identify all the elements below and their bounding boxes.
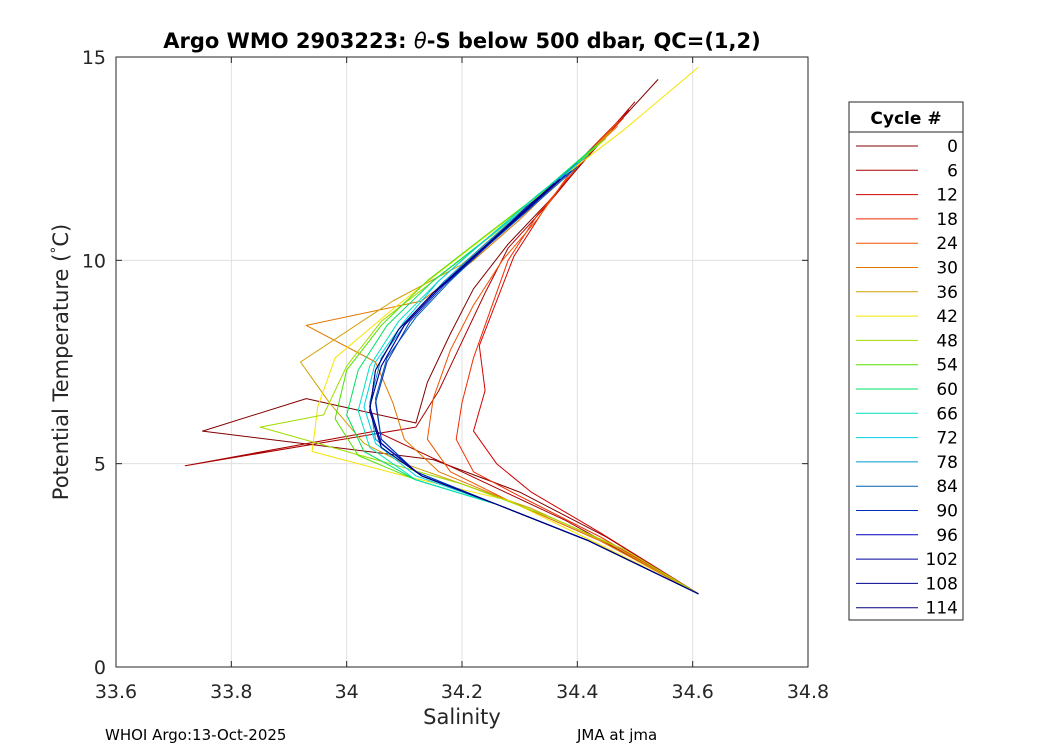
x-tick-label: 34.6	[672, 681, 714, 703]
y-axis-label-text: Potential Temperature (	[49, 254, 73, 501]
legend-label: 72	[936, 429, 958, 449]
grid-lines	[116, 57, 808, 667]
legend-entries: 0 6 12 18 24 30 36 42 48 54 60 66 72 78 84 90 96 102 108 11…	[856, 137, 958, 619]
legend-label: 42	[936, 307, 958, 327]
legend-label: 60	[936, 380, 958, 400]
axis-ticks: 33.6 33.8 34 34.2 34.4 34.6 34.8 0 5 10 15	[82, 47, 829, 703]
legend-label: 84	[936, 477, 958, 497]
y-tick-label: 0	[94, 657, 106, 679]
legend-label: 48	[936, 331, 958, 351]
legend-label: 18	[936, 210, 958, 230]
x-tick-label: 34.4	[556, 681, 598, 703]
legend: Cycle # 0 6 12 18 24 30 36 42 48 54 60 66 72 78 84 90 96…	[848, 101, 964, 621]
title-prefix: Argo WMO 2903223:	[163, 29, 414, 53]
legend-label: 108	[926, 574, 958, 594]
footer-agency: JMA at jma	[577, 726, 658, 744]
y-axis-label-degree: °	[49, 247, 65, 254]
y-tick-label: 10	[82, 250, 106, 272]
series-lines	[184, 66, 699, 595]
y-tick-label: 15	[82, 47, 106, 69]
legend-label: 24	[936, 234, 958, 254]
legend-label: 102	[926, 550, 958, 570]
x-tick-label: 33.6	[95, 681, 137, 703]
y-tick-label: 5	[94, 454, 106, 476]
x-tick-label: 34.8	[787, 681, 829, 703]
x-axis-label: Salinity	[423, 705, 501, 729]
title-theta-symbol: θ	[414, 29, 427, 53]
legend-label: 90	[936, 502, 958, 522]
series-line-cycle-114	[369, 182, 699, 595]
title-suffix: -S below 500 dbar, QC=(1,2)	[427, 29, 761, 53]
legend-label: 96	[936, 526, 958, 546]
legend-label: 114	[926, 599, 958, 619]
y-axis-label: Potential Temperature (°C)	[49, 224, 73, 500]
chart-title: Argo WMO 2903223: θ-S below 500 dbar, QC…	[163, 29, 760, 53]
series-line-cycle-48	[259, 137, 699, 595]
legend-label: 0	[947, 137, 958, 157]
legend-label: 12	[936, 186, 958, 206]
legend-label: 54	[936, 356, 958, 376]
legend-title: Cycle #	[870, 109, 941, 129]
x-tick-label: 33.8	[210, 681, 252, 703]
x-tick-label: 34.2	[441, 681, 483, 703]
series-line-cycle-18	[455, 117, 699, 595]
x-tick-label: 34	[335, 681, 359, 703]
legend-label: 66	[936, 404, 958, 424]
footer-source-date: WHOI Argo:13-Oct-2025	[105, 726, 287, 744]
legend-label: 30	[936, 259, 958, 279]
legend-label: 78	[936, 453, 958, 473]
legend-label: 36	[936, 283, 958, 303]
legend-label: 6	[947, 161, 958, 181]
legend-box	[848, 101, 964, 621]
y-axis-label-unit: C)	[49, 224, 73, 247]
